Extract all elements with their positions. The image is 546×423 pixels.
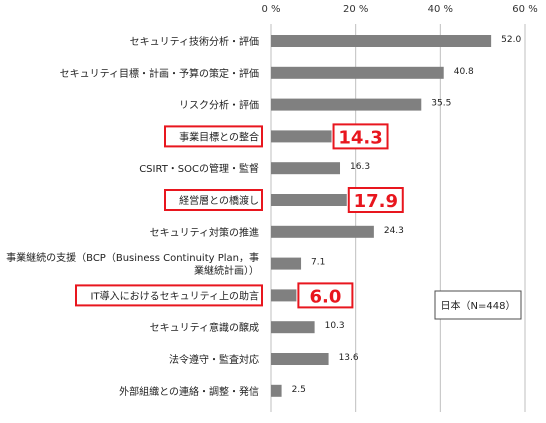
bar — [271, 225, 374, 238]
data-label: 16.3 — [350, 162, 370, 172]
category-label: CSIRT・SOCの管理・監督 — [139, 162, 259, 175]
bar — [271, 162, 341, 175]
data-label: 7.1 — [311, 258, 325, 268]
legend-label: 日本（N=448） — [441, 299, 516, 312]
category-label: 法令遵守・監査対応 — [169, 353, 259, 366]
x-tick-label: 0 % — [261, 4, 280, 15]
value-highlight-box — [332, 123, 389, 150]
x-tick-label: 40 % — [428, 4, 453, 15]
x-tick-label: 20 % — [343, 4, 368, 15]
data-label: 14.3 — [338, 127, 382, 148]
category-label: 外部組織との連絡・調整・発信 — [119, 385, 259, 398]
data-label: 17.9 — [354, 191, 398, 212]
category-highlight-box — [164, 189, 263, 211]
data-label: 52.0 — [501, 35, 521, 45]
data-label: 40.8 — [454, 67, 474, 77]
value-highlight-box — [297, 282, 354, 309]
data-label: 24.3 — [384, 226, 404, 236]
value-highlight-box — [347, 187, 404, 213]
bar — [271, 194, 347, 206]
bar — [271, 257, 302, 270]
data-label: 13.6 — [339, 353, 359, 363]
category-highlight-box — [164, 125, 263, 148]
category-label: IT導入におけるセキュリティ上の助言 — [91, 289, 259, 302]
category-label: 事業継続の支援（BCP（Business Continuity Plan，事 — [6, 251, 259, 264]
category-label: 事業目標との整合 — [179, 130, 259, 143]
bar — [271, 130, 332, 143]
data-label: 2.5 — [292, 385, 306, 395]
category-label: セキュリティ目標・計画・予算の策定・評価 — [60, 67, 259, 80]
category-label: リスク分析・評価 — [179, 99, 259, 112]
data-label: 10.3 — [325, 321, 345, 331]
bar — [271, 384, 282, 397]
bar — [271, 66, 444, 79]
bar — [271, 321, 315, 334]
bar — [271, 98, 422, 111]
category-label: 経営層との橋渡し — [179, 194, 259, 207]
category-label: 業継続計画）） — [194, 264, 259, 277]
data-label: 35.5 — [431, 99, 451, 109]
x-tick-label: 60 % — [512, 4, 537, 15]
bar — [271, 353, 329, 365]
bar — [271, 35, 492, 47]
category-label: セキュリティ技術分析・評価 — [130, 35, 259, 48]
bar — [271, 289, 297, 302]
category-label: セキュリティ対策の推進 — [150, 226, 259, 239]
legend-box — [434, 290, 522, 320]
data-label: 6.0 — [309, 286, 341, 307]
category-highlight-box — [75, 284, 263, 307]
category-label: セキュリティ意識の醸成 — [150, 321, 259, 334]
